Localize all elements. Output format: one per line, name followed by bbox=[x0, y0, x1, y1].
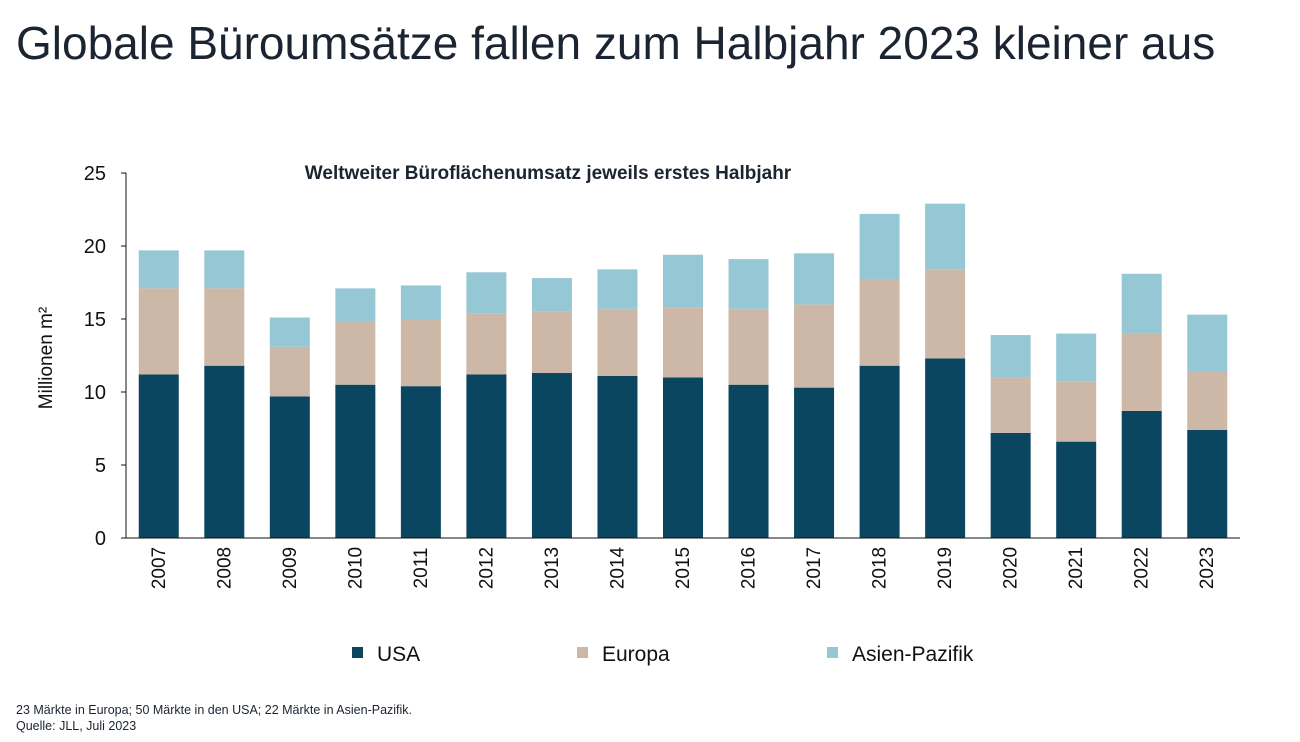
x-tick-label-2019: 2019 bbox=[935, 547, 956, 589]
bar-europa-2009 bbox=[269, 346, 310, 397]
chart-title: Weltweiter Büroflächenumsatz jeweils ers… bbox=[305, 163, 792, 184]
bar-usa-2017 bbox=[794, 387, 835, 538]
bar-europa-2010 bbox=[335, 321, 376, 385]
x-tick-label-2020: 2020 bbox=[1001, 547, 1022, 589]
y-tick-label-20: 20 bbox=[84, 236, 106, 258]
bar-asien-pazifik-2022 bbox=[1121, 273, 1162, 334]
x-tick-label-2013: 2013 bbox=[542, 547, 563, 589]
bar-europa-2016 bbox=[728, 308, 769, 385]
bar-asien-pazifik-2010 bbox=[335, 288, 376, 322]
legend-label-usa: USA bbox=[377, 643, 420, 666]
x-tick-label-2012: 2012 bbox=[476, 547, 497, 589]
bar-usa-2008 bbox=[204, 365, 245, 538]
legend: USA Europa Asien-Pazifik bbox=[352, 643, 974, 666]
y-tick-label-15: 15 bbox=[84, 309, 106, 331]
bar-asien-pazifik-2007 bbox=[138, 250, 179, 289]
legend-item-asien-pazifik: Asien-Pazifik bbox=[827, 643, 974, 666]
x-tick-label-2021: 2021 bbox=[1066, 547, 1087, 589]
x-tick-label-2016: 2016 bbox=[739, 547, 760, 589]
bar-asien-pazifik-2012 bbox=[466, 272, 507, 314]
y-tick-label-25: 25 bbox=[84, 163, 106, 185]
axes-layer bbox=[121, 172, 1240, 539]
x-tick-label-2011: 2011 bbox=[411, 548, 432, 589]
y-tick-label-0: 0 bbox=[95, 528, 106, 550]
x-tick-label-2007: 2007 bbox=[149, 547, 170, 589]
bar-usa-2018 bbox=[859, 365, 900, 538]
bar-asien-pazifik-2015 bbox=[663, 254, 703, 308]
bar-europa-2023 bbox=[1187, 371, 1228, 430]
bar-europa-2014 bbox=[597, 308, 638, 376]
legend-label-asien-pazifik: Asien-Pazifik bbox=[852, 643, 974, 666]
bar-usa-2015 bbox=[663, 377, 703, 538]
x-tick-label-2023: 2023 bbox=[1197, 547, 1218, 589]
bar-europa-2012 bbox=[466, 313, 507, 375]
y-tick-label-5: 5 bbox=[95, 455, 106, 477]
bars-layer bbox=[138, 203, 1228, 538]
bar-usa-2011 bbox=[400, 386, 441, 538]
bar-asien-pazifik-2008 bbox=[204, 250, 245, 289]
bar-europa-2020 bbox=[990, 377, 1031, 433]
bar-asien-pazifik-2021 bbox=[1056, 333, 1097, 382]
bar-asien-pazifik-2016 bbox=[728, 259, 769, 309]
x-tick-label-2010: 2010 bbox=[345, 547, 366, 589]
bar-europa-2007 bbox=[138, 288, 179, 375]
bar-asien-pazifik-2011 bbox=[400, 285, 441, 319]
legend-item-usa: USA bbox=[352, 643, 420, 666]
bar-usa-2014 bbox=[597, 375, 638, 538]
bar-usa-2020 bbox=[990, 432, 1031, 538]
y-axis-label: Millionen m² bbox=[36, 307, 57, 409]
bar-europa-2017 bbox=[794, 304, 835, 388]
bar-usa-2023 bbox=[1187, 429, 1228, 538]
bar-europa-2022 bbox=[1121, 333, 1162, 411]
bar-asien-pazifik-2018 bbox=[859, 213, 900, 280]
bar-usa-2013 bbox=[531, 373, 572, 538]
page-title: Globale Büroumsätze fallen zum Halbjahr … bbox=[16, 17, 1216, 69]
bar-usa-2010 bbox=[335, 384, 376, 538]
x-tick-label-2009: 2009 bbox=[280, 547, 301, 589]
bar-usa-2007 bbox=[138, 374, 179, 538]
legend-label-europa: Europa bbox=[602, 643, 670, 666]
x-tick-label-2018: 2018 bbox=[870, 547, 891, 589]
bar-europa-2013 bbox=[531, 311, 572, 374]
bar-asien-pazifik-2023 bbox=[1187, 314, 1228, 372]
bar-asien-pazifik-2019 bbox=[925, 203, 966, 270]
bar-europa-2021 bbox=[1056, 381, 1097, 442]
x-tick-label-2015: 2015 bbox=[673, 547, 694, 589]
bar-usa-2021 bbox=[1056, 441, 1097, 538]
bar-europa-2011 bbox=[400, 319, 441, 387]
bar-usa-2022 bbox=[1121, 410, 1162, 538]
footnotes: 23 Märkte in Europa; 50 Märkte in den US… bbox=[16, 702, 412, 734]
legend-item-europa: Europa bbox=[577, 643, 670, 666]
bar-asien-pazifik-2020 bbox=[990, 335, 1031, 378]
x-tick-label-2014: 2014 bbox=[607, 546, 628, 589]
legend-swatch-usa bbox=[352, 647, 363, 658]
y-tick-label-10: 10 bbox=[84, 382, 106, 404]
bar-asien-pazifik-2017 bbox=[794, 253, 835, 305]
bar-asien-pazifik-2009 bbox=[269, 317, 310, 347]
x-tick-label-2008: 2008 bbox=[214, 547, 235, 589]
legend-swatch-asien-pazifik bbox=[827, 647, 838, 658]
x-tick-label-2022: 2022 bbox=[1132, 547, 1153, 589]
x-tick-label-2017: 2017 bbox=[804, 547, 825, 589]
legend-swatch-europa bbox=[577, 647, 588, 658]
bar-usa-2012 bbox=[466, 374, 507, 538]
bar-europa-2015 bbox=[663, 307, 703, 378]
bar-asien-pazifik-2013 bbox=[531, 278, 572, 312]
bar-europa-2008 bbox=[204, 288, 245, 366]
bar-asien-pazifik-2014 bbox=[597, 269, 638, 309]
bar-europa-2018 bbox=[859, 279, 900, 366]
footnote-markets: 23 Märkte in Europa; 50 Märkte in den US… bbox=[16, 703, 413, 717]
bar-europa-2019 bbox=[925, 269, 966, 359]
bar-usa-2019 bbox=[925, 358, 966, 538]
footnote-source: Quelle: JLL, Juli 2023 bbox=[16, 719, 137, 733]
bar-usa-2016 bbox=[728, 384, 769, 538]
bar-usa-2009 bbox=[269, 396, 310, 538]
labels-layer: 2007 2008 2009 2010 2011 2012 2013 2014 2015 2016… bbox=[36, 163, 1218, 589]
